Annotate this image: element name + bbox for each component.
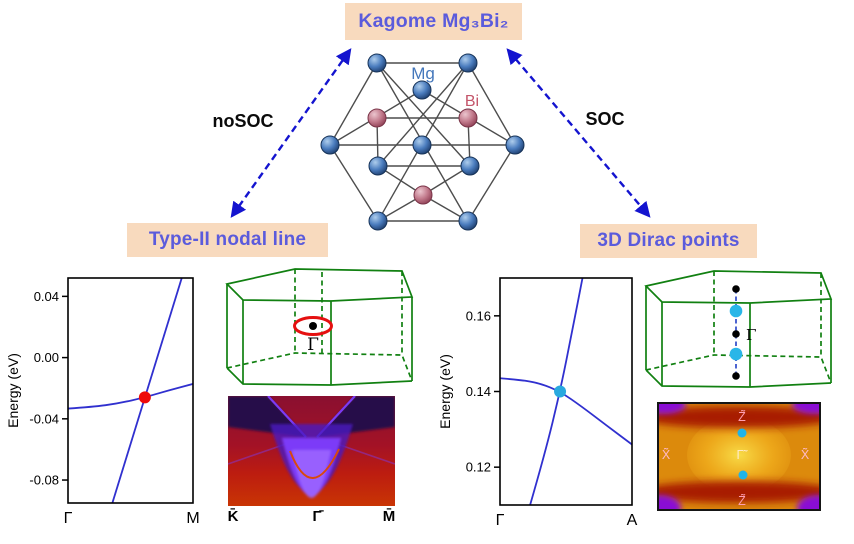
band-curve	[500, 377, 632, 446]
y-axis-label: Energy (eV)	[5, 353, 21, 428]
x-tick-label-left: Γ	[64, 510, 73, 527]
bz-gamma-label: Γ	[307, 335, 319, 355]
y-tick-label: 0.04	[34, 289, 59, 304]
dirac-band-plot: 0.16 0.14 0.12 Γ A Energy (eV)	[437, 277, 638, 529]
band-curve	[111, 278, 183, 503]
gamma-tilde-label: Γ̃	[737, 448, 749, 462]
y-tick-label: 0.00	[34, 350, 59, 365]
soc-label: SOC	[585, 109, 625, 129]
soc-arrow	[506, 48, 651, 218]
bz-dirac: Γ	[644, 270, 833, 388]
bz-nodal-ring: Γ	[225, 268, 414, 386]
plot-frame	[67, 277, 194, 504]
mg-atoms	[320, 53, 525, 231]
bz-prism	[644, 270, 833, 388]
dirac-point-bottom	[729, 347, 743, 361]
z-tilde-top-label: Z̃	[738, 409, 746, 424]
dark-red-bands	[658, 406, 820, 503]
dirac-points-box: 3D Dirac points	[580, 224, 757, 258]
dirac-projection-bottom	[738, 470, 748, 480]
y-axis-label: Energy (eV)	[437, 354, 453, 429]
x-tick-label-right: M	[186, 510, 199, 527]
nosoc-label: noSOC	[212, 111, 274, 131]
z-tilde-bottom-label: Z̃	[738, 493, 746, 508]
dirac-point-top	[729, 304, 743, 318]
crystal-structure: Mg Bi	[320, 53, 525, 231]
nodal-line-box: Type-II nodal line	[127, 223, 328, 257]
gamma-bar-label: Γ̄	[312, 508, 324, 525]
x-tilde-right-label: X̃	[801, 447, 810, 462]
gamma-point-dot	[732, 330, 740, 338]
dirac-projection-top	[737, 428, 747, 438]
bz-gamma-label: Γ	[746, 326, 756, 344]
mg-atom-label: Mg	[411, 64, 435, 83]
y-tick-label: 0.12	[466, 460, 491, 475]
m-bar-label: M̄	[383, 507, 396, 525]
a-point-bottom	[732, 372, 740, 380]
bz-prism	[225, 268, 414, 386]
bi-atom-label: Bi	[465, 93, 479, 110]
nodal-line-arc	[289, 448, 340, 479]
x-tick-label-right: A	[627, 512, 638, 529]
x-tilde-left-label: X̃	[662, 447, 671, 462]
corner-purple-regions	[658, 403, 820, 510]
nodal-line-band-plot: 0.04 0.00 -0.04 -0.08 Γ M Energy (eV)	[5, 277, 200, 527]
surface-spectrum-soc: Z̃ Γ̃ Z̃ X̃ X̃	[657, 402, 821, 511]
y-tick-label: -0.08	[29, 473, 59, 488]
x-tick-label-left: Γ	[496, 512, 505, 529]
title-box: Kagome Mg₃Bi₂	[345, 3, 522, 40]
band-crossing-point	[138, 391, 151, 404]
a-point-top	[732, 285, 740, 293]
center-glow	[687, 417, 791, 493]
surface-spectrum-nosoc: K̄ Γ̄ M̄	[228, 396, 396, 525]
y-tick-label: 0.14	[466, 384, 491, 399]
map-border	[657, 402, 821, 511]
band-crossing-point	[554, 385, 567, 398]
gamma-point-dot	[309, 322, 317, 330]
band-curve	[68, 383, 193, 410]
y-tick-label: -0.04	[29, 411, 59, 426]
nodal-ring	[293, 316, 333, 336]
surface-band-parabola	[270, 424, 353, 498]
y-tick-label: 0.16	[466, 308, 491, 323]
bi-atoms	[367, 108, 478, 205]
k-bar-label: K̄	[228, 507, 239, 525]
